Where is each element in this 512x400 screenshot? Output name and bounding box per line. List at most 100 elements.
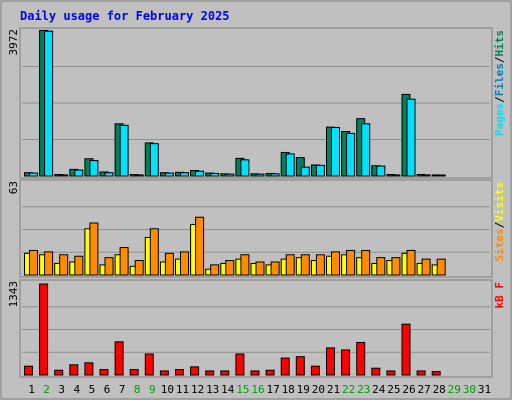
bar-sites-day-7 xyxy=(119,247,129,276)
bar-sites-day-27 xyxy=(421,258,431,276)
bar-kb-f-day-7 xyxy=(114,341,124,376)
bar-kb-f-day-3 xyxy=(54,369,64,376)
bar-files-day-12 xyxy=(195,170,205,177)
panel-legend: kB F xyxy=(493,282,506,309)
bar-kb-f-day-22 xyxy=(341,349,351,376)
bar-sites-day-12 xyxy=(195,216,205,276)
legend-files: Files xyxy=(493,63,506,96)
bar-kb-f-day-17 xyxy=(265,369,275,376)
bar-sites-day-8 xyxy=(134,260,144,276)
bar-files-day-9 xyxy=(149,143,159,177)
bar-sites-day-4 xyxy=(74,255,84,276)
day-label-30: 30 xyxy=(463,383,476,396)
day-label-8: 8 xyxy=(134,383,141,396)
bar-kb-f-day-13 xyxy=(205,370,215,376)
bar-kb-f-day-18 xyxy=(280,357,290,376)
bar-kb-f-day-4 xyxy=(69,364,79,376)
day-label-11: 11 xyxy=(176,383,189,396)
bar-files-day-14 xyxy=(225,173,235,177)
day-label-15: 15 xyxy=(236,383,249,396)
bar-kb-f-day-12 xyxy=(190,366,200,376)
bar-sites-day-28 xyxy=(436,258,446,276)
panel-3: 1343 kB F xyxy=(7,279,506,378)
day-label-16: 16 xyxy=(251,383,264,396)
bar-files-day-28 xyxy=(436,174,446,177)
day-label-23: 23 xyxy=(357,383,370,396)
day-label-2: 2 xyxy=(43,383,50,396)
bar-files-day-17 xyxy=(270,173,280,177)
bar-sites-day-9 xyxy=(149,228,159,276)
bar-sites-day-21 xyxy=(331,251,340,276)
bar-files-day-5 xyxy=(89,160,99,177)
max-value-label: 1343 xyxy=(7,281,20,308)
panel-frame xyxy=(19,279,493,378)
bar-kb-f-day-21 xyxy=(326,347,335,376)
bar-sites-day-20 xyxy=(315,254,325,276)
bar-files-day-13 xyxy=(210,172,220,177)
bar-files-day-27 xyxy=(421,174,431,177)
bar-kb-f-day-16 xyxy=(250,370,260,376)
bar-files-day-4 xyxy=(74,169,84,177)
legend-separator: / xyxy=(493,96,506,103)
bar-kb-f-day-6 xyxy=(99,369,109,376)
day-label-20: 20 xyxy=(312,383,325,396)
panel-frame xyxy=(19,27,493,179)
bar-sites-day-24 xyxy=(376,257,386,276)
day-label-24: 24 xyxy=(372,383,386,396)
bar-kb-f-day-5 xyxy=(84,362,94,376)
bar-kb-f-day-2 xyxy=(39,283,49,376)
bar-kb-f-day-27 xyxy=(416,370,426,376)
bar-files-day-6 xyxy=(104,172,114,177)
panel-legend: Pages/Files/Hits xyxy=(493,30,506,136)
bar-kb-f-day-23 xyxy=(356,341,366,376)
bar-files-day-19 xyxy=(300,166,310,177)
bar-kb-f-day-24 xyxy=(371,367,381,376)
bar-files-day-8 xyxy=(134,174,144,177)
bar-kb-f-day-19 xyxy=(295,356,305,376)
bar-kb-f-day-26 xyxy=(401,323,411,376)
day-label-18: 18 xyxy=(282,383,295,396)
bar-files-day-1 xyxy=(29,172,38,177)
chart-title: Daily usage for February 2025 xyxy=(20,9,230,23)
bar-sites-day-26 xyxy=(406,249,416,276)
bar-sites-day-6 xyxy=(104,257,114,276)
panel-frame xyxy=(19,179,493,278)
bar-files-day-21 xyxy=(331,126,340,177)
bar-kb-f-day-20 xyxy=(310,365,320,376)
bar-files-day-11 xyxy=(180,172,189,177)
bar-sites-day-23 xyxy=(361,249,371,276)
day-label-10: 10 xyxy=(161,383,174,396)
bar-sites-day-15 xyxy=(240,254,250,276)
bar-kb-f-day-8 xyxy=(129,369,139,376)
day-label-22: 22 xyxy=(342,383,355,396)
bar-kb-f-day-25 xyxy=(386,370,396,376)
bar-sites-day-17 xyxy=(270,261,280,276)
day-label-6: 6 xyxy=(104,383,111,396)
bar-kb-f-day-15 xyxy=(235,353,245,376)
bar-files-day-26 xyxy=(406,98,416,177)
bar-sites-day-19 xyxy=(300,254,310,276)
bar-sites-day-18 xyxy=(285,254,295,276)
legend-separator: / xyxy=(493,56,506,63)
panel-2: 63 Sites/Visits xyxy=(7,179,506,278)
bar-sites-day-10 xyxy=(164,252,174,276)
bar-files-day-16 xyxy=(255,173,265,177)
legend-visits: Visits xyxy=(493,182,506,222)
day-label-1: 1 xyxy=(28,383,35,396)
legend-hits: Hits xyxy=(493,30,506,57)
bar-kb-f-day-10 xyxy=(159,370,169,376)
day-label-9: 9 xyxy=(149,383,156,396)
bar-files-day-20 xyxy=(315,164,325,177)
bar-sites-day-16 xyxy=(255,261,265,276)
bar-files-day-18 xyxy=(285,153,295,177)
day-labels: 1 2 3 4 5 6 7 8 9 10 11 12 13 14 15 16 17 18 19 20 21 22 23 24 2… xyxy=(28,383,491,396)
bar-sites-day-22 xyxy=(346,249,356,276)
bar-sites-day-5 xyxy=(89,222,99,276)
panel-legend: Sites/Visits xyxy=(493,182,506,262)
